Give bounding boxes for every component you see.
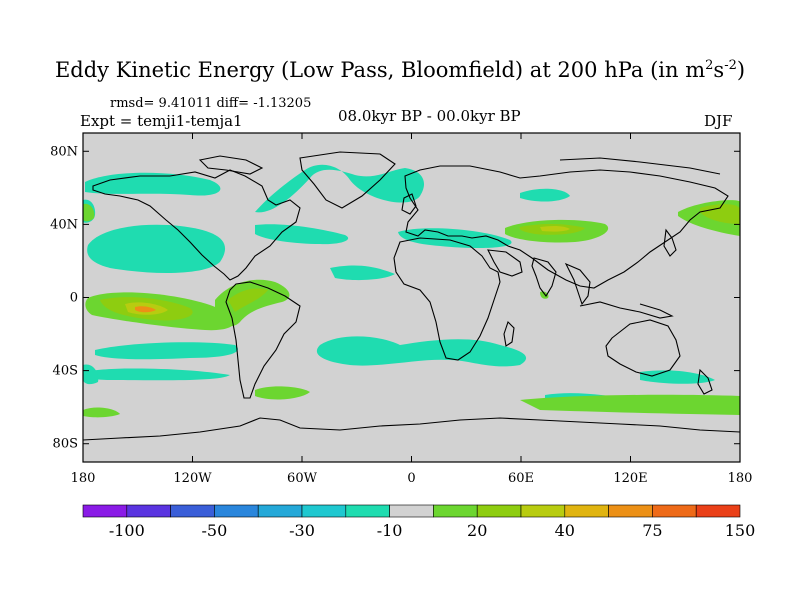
coast-north-america (92, 169, 301, 281)
period-label: 08.0kyr BP - 00.0kyr BP (338, 107, 521, 125)
lat-tick-label: 0 (70, 291, 78, 306)
coast-south-america (225, 281, 301, 399)
coast-indochina (564, 262, 591, 306)
colorbar-swatch (476, 504, 522, 518)
coast-madagascar (503, 320, 515, 347)
colorbar-swatch (126, 504, 171, 518)
colorbar-swatch (652, 504, 697, 518)
anomaly-south-america-west (215, 279, 290, 327)
experiment-label: Expt = temji1-temja1 (80, 112, 243, 130)
coast-japan (663, 228, 677, 257)
title-close: ) (736, 58, 746, 82)
anomaly-south-pacific-west (85, 368, 230, 381)
anomaly-south-atlantic (255, 386, 310, 400)
title-text: Eddy Kinetic Energy (Low Pass, Bloomfiel… (54, 58, 706, 82)
lon-tick-label: 0 (407, 471, 415, 486)
colorbar-label: -50 (202, 521, 228, 540)
colorbar-label: -100 (109, 521, 145, 540)
season-label: DJF (704, 112, 733, 130)
colorbar-label: -10 (377, 521, 403, 540)
anomaly-southern-ocean-east (520, 394, 740, 415)
coast-india (531, 257, 557, 297)
lon-tick-label: 120E (613, 471, 647, 486)
lon-tick-label: 180 (71, 471, 96, 486)
coast-antarctica (83, 417, 740, 441)
colorbar-label: 150 (725, 521, 756, 540)
coast-new-zealand (697, 368, 713, 395)
anomaly-southern-ocean (316, 336, 527, 367)
anomaly-north-atlantic (255, 164, 425, 213)
lon-tick-label: 120W (173, 471, 212, 486)
colorbar-swatch (520, 504, 566, 518)
lon-tick-label: 60E (508, 471, 534, 486)
anomaly-southern-ocean-west (83, 407, 120, 418)
colorbar-swatch (170, 504, 215, 518)
colorbar-label: 75 (642, 521, 662, 540)
coastlines (83, 151, 740, 441)
coast-uk (401, 193, 417, 215)
lat-tick-label: 80N (50, 144, 78, 159)
colorbar: -100 -50 -30 -10 20 40 75 150 (82, 504, 756, 540)
colorbar-swatch (695, 504, 741, 518)
colorbar-swatch (82, 504, 128, 518)
coast-australia (605, 319, 681, 377)
anomaly-west-edge-pos (83, 203, 95, 222)
title-superscript-2: -2 (724, 58, 737, 73)
coast-arabia (487, 249, 523, 277)
title-unit-s: s (713, 58, 725, 82)
colorbar-label: 40 (555, 521, 575, 540)
lon-tick-label: 60W (287, 471, 318, 486)
coast-canadian-arctic (198, 155, 264, 175)
colorbar-swatch (389, 504, 434, 518)
colorbar-label: -30 (289, 521, 315, 540)
anomaly-eurasia (398, 228, 512, 248)
anomaly-north-america (255, 224, 349, 245)
anomaly-siberia (520, 188, 570, 202)
colorbar-swatch (214, 504, 259, 518)
anomaly-africa-small (540, 291, 549, 299)
lat-tick-label: 40S (53, 364, 78, 379)
colorbar-swatch (433, 504, 478, 518)
colorbar-swatch (257, 504, 303, 518)
stats-label: rmsd= 9.41011 diff= -1.13205 (110, 96, 312, 111)
anomaly-north-pacific-core (700, 204, 740, 224)
coast-greenland (299, 151, 396, 209)
colorbar-swatch (301, 504, 347, 518)
anomaly-central-atlantic (330, 265, 395, 281)
coast-africa (393, 237, 501, 361)
anomaly-west-south (83, 364, 99, 385)
coast-europe (404, 165, 729, 289)
anomaly-tropical-pacific-max (135, 306, 156, 313)
title-superscript-1: 2 (705, 58, 714, 73)
anomaly-south-pacific (95, 342, 238, 360)
colorbar-label: 20 (467, 521, 487, 540)
map-axes: 80N 40N 0 40S 80S 180 120W 60W 0 60E 120E 180 (50, 133, 752, 486)
anomaly-asian-jet-peak (540, 225, 570, 232)
anomaly-pacific-nh (87, 224, 226, 273)
lon-tick-label: 180 (728, 471, 753, 486)
anomaly-fields (83, 164, 740, 418)
colorbar-swatch (564, 504, 609, 518)
coast-indonesia (579, 301, 674, 319)
lat-tick-label: 80S (53, 437, 78, 452)
chart-title: Eddy Kinetic Energy (Low Pass, Bloomfiel… (0, 58, 800, 82)
lat-tick-label: 40N (50, 217, 78, 232)
anomaly-south-america-core (228, 288, 268, 312)
colorbar-swatch (345, 504, 390, 518)
colorbar-swatch (608, 504, 653, 518)
coast-siberian-arctic (559, 157, 721, 175)
